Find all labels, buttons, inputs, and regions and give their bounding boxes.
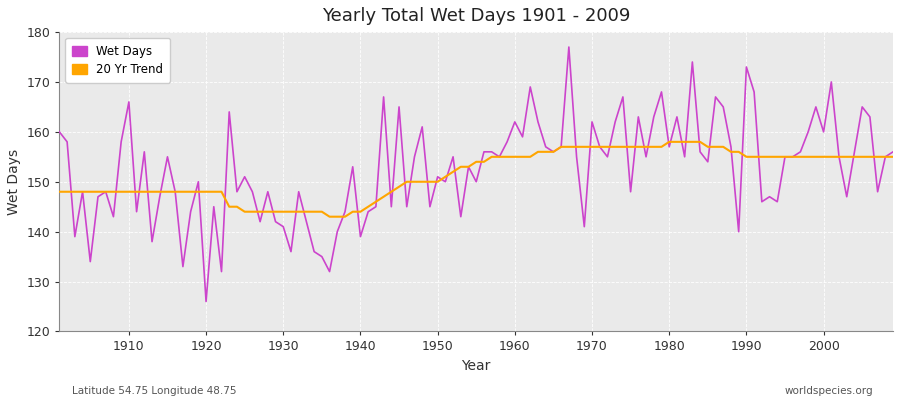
20 Yr Trend (324, 214, 335, 219)
Wet Days (887, 150, 898, 154)
Wet Days (54, 130, 65, 134)
20 Yr Trend (116, 189, 127, 194)
20 Yr Trend (610, 144, 621, 149)
20 Yr Trend (664, 140, 675, 144)
20 Yr Trend (54, 189, 65, 194)
Wet Days (563, 45, 574, 50)
Wet Days (339, 209, 350, 214)
Wet Days (518, 134, 528, 139)
Text: Latitude 54.75 Longitude 48.75: Latitude 54.75 Longitude 48.75 (72, 386, 237, 396)
Legend: Wet Days, 20 Yr Trend: Wet Days, 20 Yr Trend (66, 38, 170, 83)
20 Yr Trend (887, 154, 898, 159)
Y-axis label: Wet Days: Wet Days (7, 149, 21, 215)
Wet Days (116, 140, 127, 144)
Line: 20 Yr Trend: 20 Yr Trend (59, 142, 893, 217)
Title: Yearly Total Wet Days 1901 - 2009: Yearly Total Wet Days 1901 - 2009 (322, 7, 630, 25)
20 Yr Trend (518, 154, 528, 159)
Wet Days (293, 189, 304, 194)
X-axis label: Year: Year (462, 359, 490, 373)
20 Yr Trend (285, 209, 296, 214)
Line: Wet Days: Wet Days (59, 47, 893, 302)
Wet Days (509, 120, 520, 124)
20 Yr Trend (339, 214, 350, 219)
Wet Days (201, 299, 212, 304)
Wet Days (617, 94, 628, 99)
20 Yr Trend (509, 154, 520, 159)
Text: worldspecies.org: worldspecies.org (785, 386, 873, 396)
